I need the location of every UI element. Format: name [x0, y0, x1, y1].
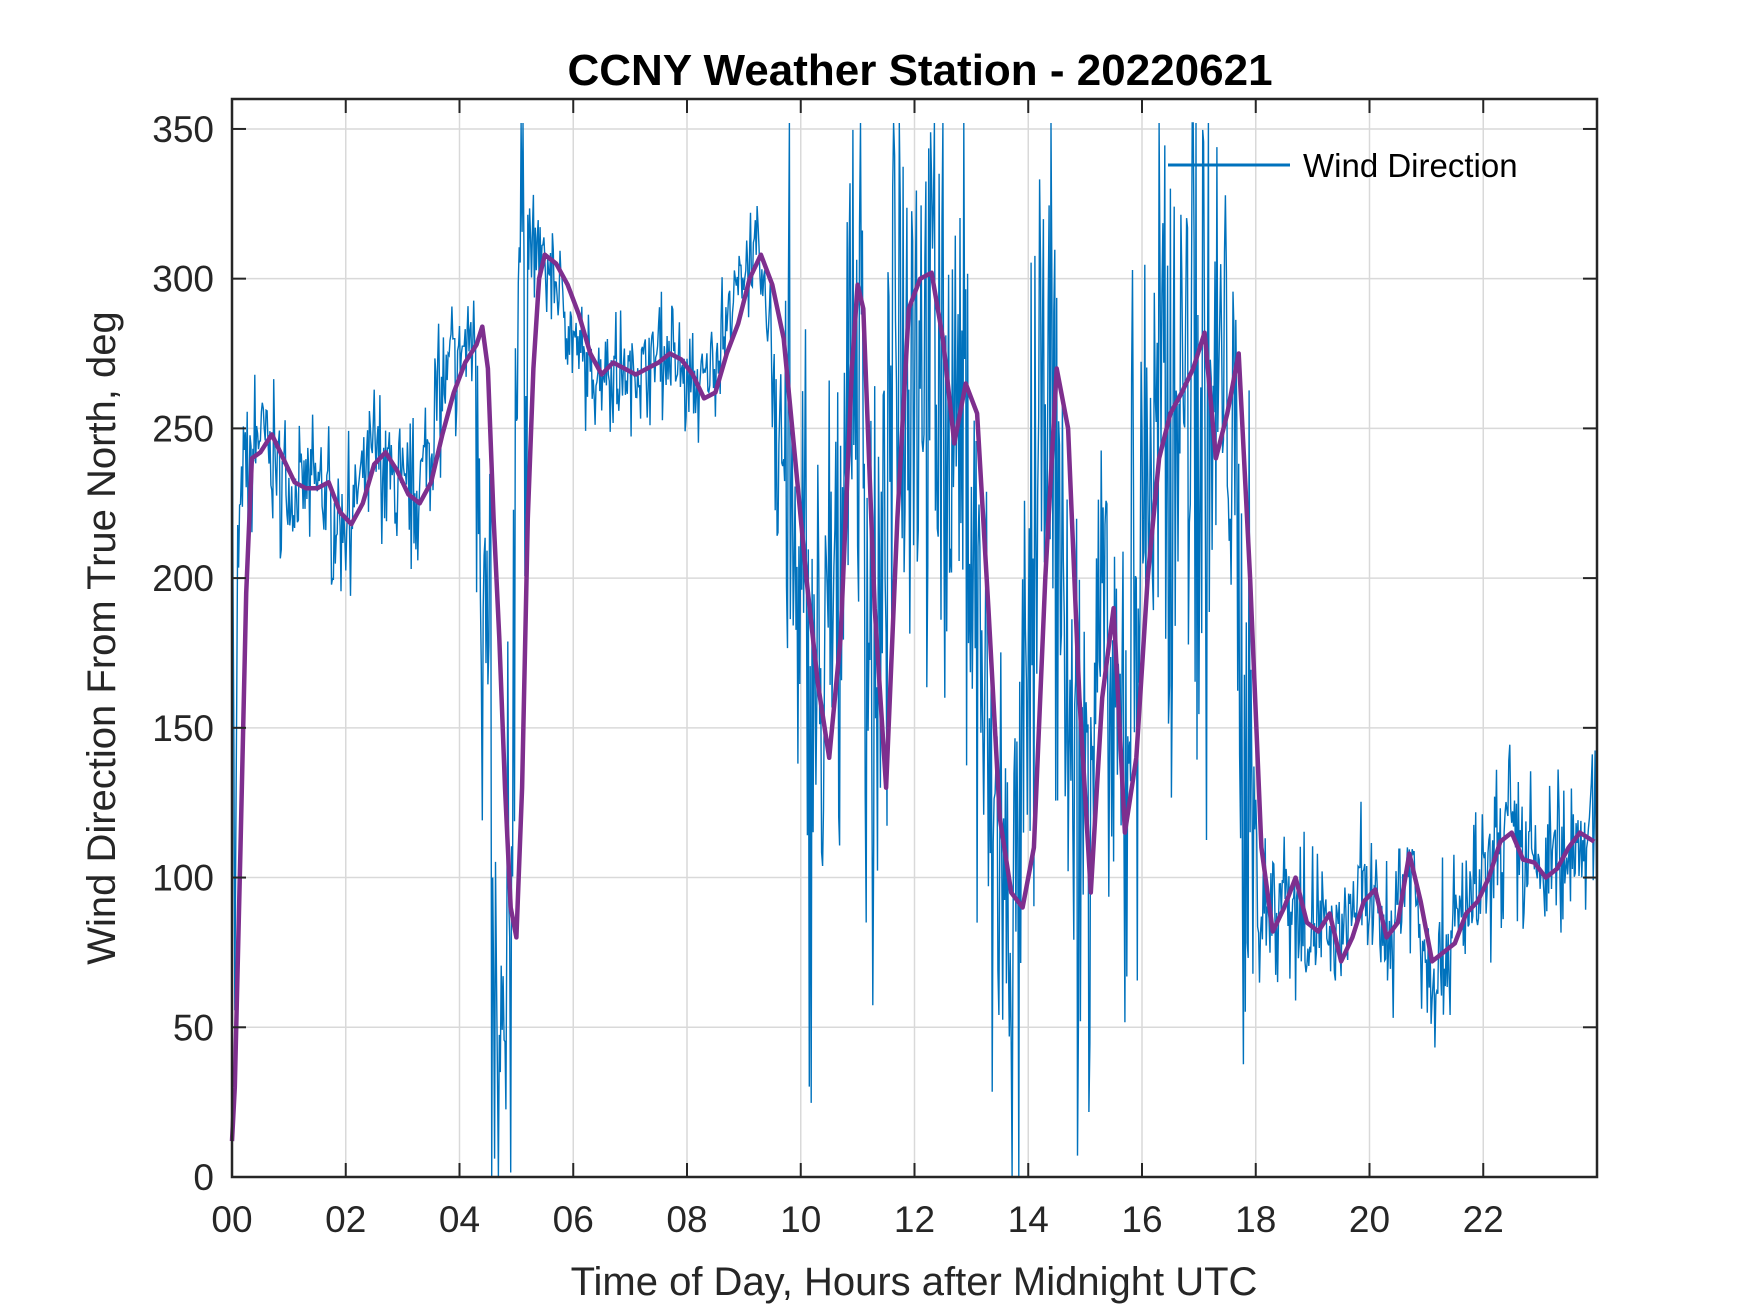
x-tick-label: 02 — [325, 1199, 366, 1240]
legend: Wind Direction — [1168, 147, 1518, 184]
x-tick-label: 00 — [211, 1199, 252, 1240]
legend-entry-wind-direction: Wind Direction — [1303, 147, 1518, 184]
x-tick-label: 12 — [894, 1199, 935, 1240]
x-axis-label: Time of Day, Hours after Midnight UTC — [571, 1260, 1258, 1304]
y-tick-labels: 0 50 100 150 200 250 300 350 — [152, 109, 214, 1198]
x-tick-label: 20 — [1349, 1199, 1390, 1240]
x-tick-label: 18 — [1235, 1199, 1276, 1240]
axis-ticks — [231, 99, 1597, 1178]
x-tick-label: 16 — [1121, 1199, 1162, 1240]
y-tick-label: 250 — [152, 408, 214, 449]
y-axis-label: Wind Direction From True North, deg — [80, 311, 124, 965]
chart-title: CCNY Weather Station - 20220621 — [567, 46, 1272, 95]
series-wind-direction — [231, 122, 1598, 1178]
y-tick-label: 350 — [152, 109, 214, 150]
x-tick-label: 08 — [666, 1199, 707, 1240]
grid-lines — [231, 99, 1597, 1178]
x-tick-label: 14 — [1008, 1199, 1049, 1240]
wind-direction-line — [231, 122, 1598, 1178]
y-tick-label: 100 — [152, 858, 214, 899]
x-tick-labels: 00 02 04 06 08 10 12 14 16 18 20 22 — [211, 1199, 1503, 1240]
y-tick-label: 200 — [152, 558, 214, 599]
x-tick-label: 10 — [780, 1199, 821, 1240]
x-tick-label: 22 — [1463, 1199, 1504, 1240]
y-tick-label: 150 — [152, 708, 214, 749]
x-tick-label: 04 — [439, 1199, 480, 1240]
series-moving-average — [229, 252, 1596, 1142]
x-tick-label: 06 — [553, 1199, 594, 1240]
y-tick-label: 300 — [152, 259, 214, 300]
y-tick-label: 0 — [193, 1157, 214, 1198]
y-tick-label: 50 — [173, 1007, 214, 1048]
moving-average-line — [229, 252, 1596, 1142]
